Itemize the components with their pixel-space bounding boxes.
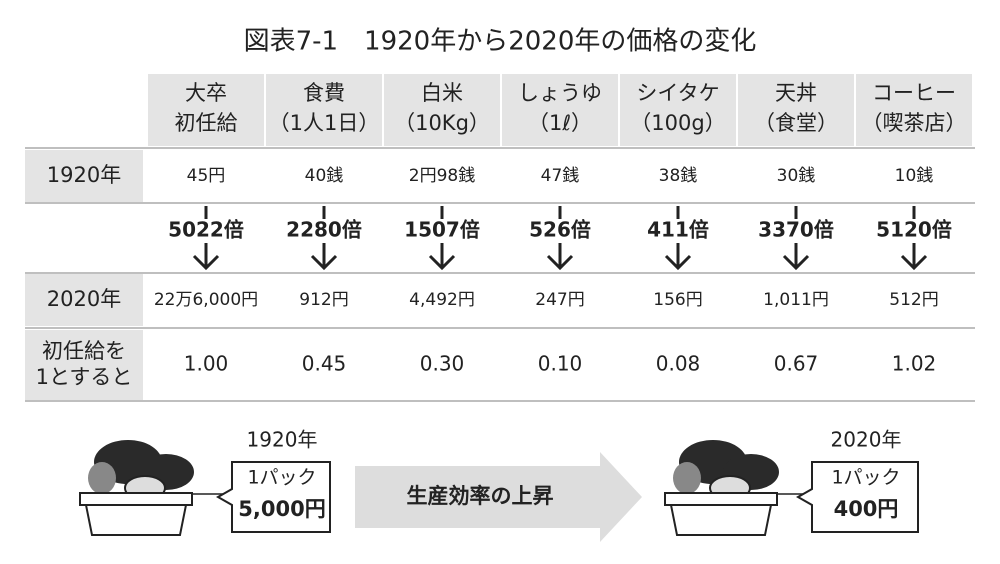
arrow-head: [310, 254, 338, 271]
label-bg: [638, 219, 718, 243]
header-text: （100g）: [630, 111, 725, 135]
cell: 40銭: [305, 166, 344, 186]
tag-left: [215, 461, 331, 533]
multiplier: 411倍: [647, 218, 709, 242]
basket-right: [664, 440, 805, 536]
header-text: （1人1日）: [269, 111, 380, 135]
arrow-label: 生産効率の上昇: [407, 484, 554, 508]
header-text: （10Kg）: [394, 111, 490, 135]
multiplier: 5120倍: [876, 218, 952, 242]
header-cell: [856, 74, 972, 146]
header-cell: [266, 74, 382, 146]
cell: 2円98銭: [409, 166, 475, 186]
arrow-head: [546, 254, 574, 271]
header-cell: [502, 74, 618, 146]
cell: 912円: [299, 290, 348, 310]
cell: 4,492円: [409, 290, 475, 310]
header-text: シイタケ: [636, 81, 719, 105]
cell: 1.02: [892, 352, 937, 376]
label-bg: [756, 219, 836, 243]
cell: 45円: [187, 166, 226, 186]
header-cell: [384, 74, 500, 146]
row-label: 初任給を: [42, 339, 126, 363]
header-text: （1ℓ）: [528, 111, 592, 135]
unit: 1パック: [831, 467, 900, 489]
year: 2020年: [831, 428, 902, 452]
arrow-head: [664, 254, 692, 271]
cell: 156円: [653, 290, 702, 310]
row-label: 1920年: [47, 163, 121, 187]
header-text: 白米: [421, 81, 463, 105]
illustration: [79, 440, 919, 542]
row-label-cell: [25, 274, 143, 326]
cell: 0.67: [774, 352, 819, 376]
cell: 0.08: [656, 352, 701, 376]
label-bg: [520, 219, 600, 243]
cell: 247円: [535, 290, 584, 310]
row-label-cell: [25, 330, 143, 400]
header-text: 大卒: [185, 81, 227, 105]
cell: 30銭: [777, 166, 816, 186]
arrow-head: [900, 254, 928, 271]
cell: 512円: [889, 290, 938, 310]
arrow-head: [192, 254, 220, 271]
basket-left: [79, 440, 225, 536]
cell: 10銭: [895, 166, 934, 186]
header-text: 天丼: [775, 81, 817, 105]
price: 400円: [834, 497, 899, 521]
row-label: 1とすると: [36, 365, 133, 389]
header-cell: [738, 74, 854, 146]
multiplier: 3370倍: [758, 218, 834, 242]
row-label: 2020年: [47, 287, 121, 311]
multiplier: 5022倍: [168, 218, 244, 242]
label-bg: [402, 219, 482, 243]
year: 1920年: [247, 428, 318, 452]
price: 5,000円: [238, 497, 325, 521]
header-cell: [148, 74, 264, 146]
header-text: しょうゆ: [518, 81, 602, 105]
unit: 1パック: [247, 467, 316, 489]
label-bg: [874, 219, 954, 243]
header-text: コーヒー: [872, 81, 956, 105]
row-label-cell: [25, 150, 143, 202]
multiplier: 526倍: [529, 218, 591, 242]
cell: 0.45: [302, 352, 347, 376]
multiplier: 2280倍: [286, 218, 362, 242]
cell: 1.00: [184, 352, 229, 376]
multiplier: 1507倍: [404, 218, 480, 242]
label-bg: [166, 219, 246, 243]
title: 図表7-1 1920年から2020年の価格の変化: [244, 27, 757, 57]
header-text: 初任給: [175, 111, 238, 135]
cell: 0.30: [420, 352, 465, 376]
tag-right: [795, 461, 919, 533]
cell: 0.10: [538, 352, 583, 376]
cell: 38銭: [659, 166, 698, 186]
cell: 1,011円: [763, 290, 829, 310]
label-bg: [284, 219, 364, 243]
cell: 22万6,000円: [154, 290, 258, 310]
big-arrow: [355, 452, 642, 542]
arrow-head: [782, 254, 810, 271]
header-cell: [620, 74, 736, 146]
header-text: 食費: [303, 81, 345, 105]
header-text: （喫茶店）: [862, 111, 967, 135]
header-text: （食堂）: [754, 111, 838, 135]
arrow-head: [428, 254, 456, 271]
cell: 47銭: [541, 166, 580, 186]
